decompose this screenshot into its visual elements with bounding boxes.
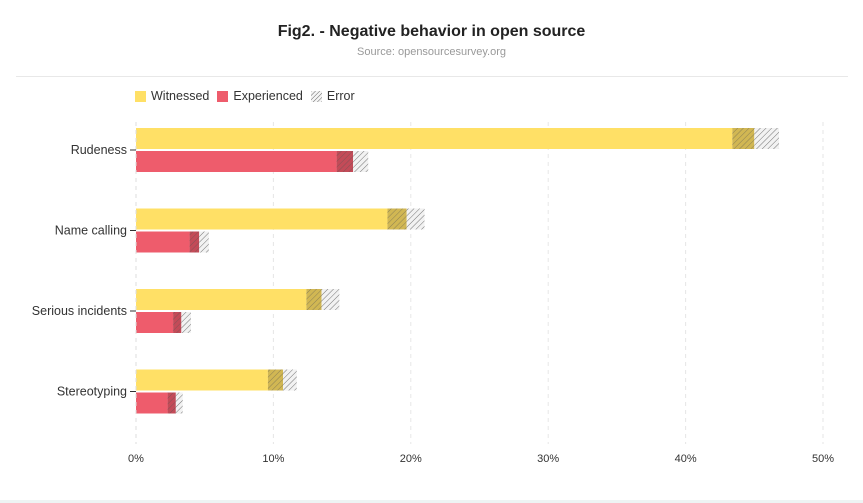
error-region-hatch	[283, 369, 297, 391]
legend-label-error: Error	[326, 89, 355, 103]
legend-swatch-witnessed	[135, 90, 146, 102]
bottom-border	[0, 500, 863, 503]
x-tick-label: 40%	[675, 453, 697, 465]
x-tick-label: 50%	[812, 453, 834, 465]
error-region-hatch	[199, 231, 209, 253]
axes: 0% 10% 20% 30% 40% 50% Rudeness Name calling Ser…	[32, 122, 834, 465]
legend-item-experienced[interactable]: Experienced	[217, 89, 303, 103]
legend-item-error[interactable]: Error	[310, 89, 355, 103]
x-tick-label: 10%	[262, 453, 284, 465]
chart-title: Fig2. - Negative behavior in open source	[277, 23, 586, 40]
grid-lines	[272, 122, 824, 444]
error-overlap-hatch	[336, 151, 354, 172]
bar-witnessed	[136, 369, 268, 391]
legend-item-witnessed[interactable]: Witnessed	[135, 89, 209, 103]
category-label: Name calling	[55, 224, 127, 238]
error-overlap-hatch	[732, 128, 755, 149]
error-region-hatch	[321, 289, 340, 310]
error-overlap-hatch	[167, 392, 176, 414]
category-label: Rudeness	[71, 143, 127, 157]
bar-experienced	[136, 231, 190, 253]
legend-swatch-error	[310, 90, 322, 102]
error-overlap-hatch	[173, 312, 182, 333]
header-divider	[16, 76, 848, 77]
error-overlap-hatch	[267, 369, 284, 391]
bar-witnessed	[136, 128, 733, 149]
error-region-hatch	[353, 151, 369, 172]
chart-subtitle: Source: opensourcesurvey.org	[357, 46, 506, 58]
category-label: Serious incidents	[32, 304, 127, 318]
x-tick-label: 20%	[400, 453, 422, 465]
error-region-hatch	[754, 128, 780, 149]
bar-witnessed	[136, 289, 307, 310]
legend-label-witnessed: Witnessed	[151, 89, 210, 103]
x-tick-label: 30%	[537, 453, 559, 465]
error-overlap-hatch	[189, 231, 200, 253]
error-region-hatch	[406, 208, 425, 230]
legend-swatch-experienced	[217, 90, 229, 102]
bars	[136, 128, 780, 414]
bar-experienced	[136, 392, 168, 414]
category-label: Stereotyping	[57, 385, 127, 399]
error-overlap-hatch	[306, 289, 322, 310]
chart-legend: Witnessed Experienced Error	[135, 89, 363, 103]
x-tick-label: 0%	[128, 453, 144, 465]
error-region-hatch	[181, 312, 191, 333]
bar-witnessed	[136, 208, 388, 230]
bar-experienced	[136, 151, 337, 172]
bar-experienced	[136, 312, 174, 333]
legend-label-experienced: Experienced	[233, 89, 303, 103]
error-region-hatch	[175, 392, 183, 414]
error-overlap-hatch	[387, 208, 407, 230]
